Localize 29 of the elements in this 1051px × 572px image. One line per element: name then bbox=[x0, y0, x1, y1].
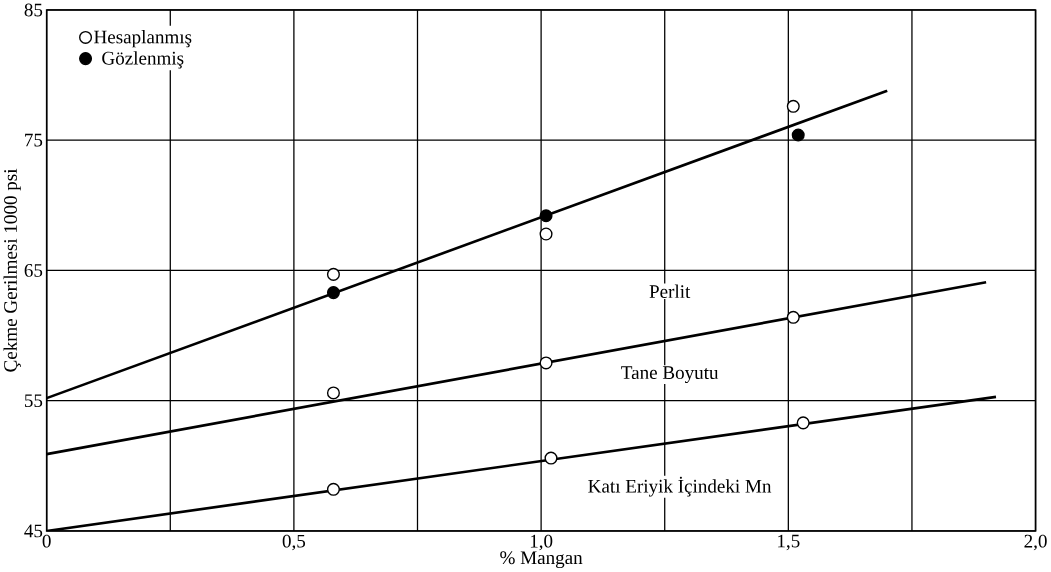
y-tick-label: 55 bbox=[24, 394, 43, 408]
point bbox=[326, 268, 340, 282]
x-tick-label: 1,5 bbox=[778, 534, 800, 551]
point bbox=[539, 227, 553, 241]
annotation: Perlit bbox=[649, 284, 691, 299]
point bbox=[539, 209, 553, 223]
annotation: Tane Boyutu bbox=[621, 366, 719, 384]
y-axis-title: Çekme Gerilmesi 1000 psi bbox=[3, 169, 21, 372]
legend-label: Gözlenmiş bbox=[102, 51, 184, 69]
y-tick-label: 65 bbox=[24, 264, 43, 278]
y-tick-label: 45 bbox=[24, 524, 43, 538]
x-tick-label: 0 bbox=[42, 534, 51, 548]
x-tick-label: 0,5 bbox=[282, 534, 306, 551]
x-tick-label: 1,0 bbox=[530, 534, 553, 551]
point bbox=[326, 286, 340, 300]
point bbox=[326, 386, 340, 400]
y-tick-label: 85 bbox=[24, 3, 43, 17]
point bbox=[796, 416, 810, 430]
annotation: Katı Eriyik İçindeki Mn bbox=[588, 476, 772, 497]
x-tick-label: 2,0 bbox=[1024, 534, 1047, 551]
point bbox=[544, 451, 558, 465]
x-axis-title: % Mangan bbox=[500, 551, 583, 569]
legend-label: Hesaplanmış bbox=[94, 30, 192, 48]
y-tick-label: 75 bbox=[25, 134, 43, 147]
point bbox=[786, 100, 800, 114]
point bbox=[786, 311, 800, 325]
point bbox=[791, 128, 805, 142]
point bbox=[326, 482, 340, 497]
point bbox=[539, 356, 553, 370]
